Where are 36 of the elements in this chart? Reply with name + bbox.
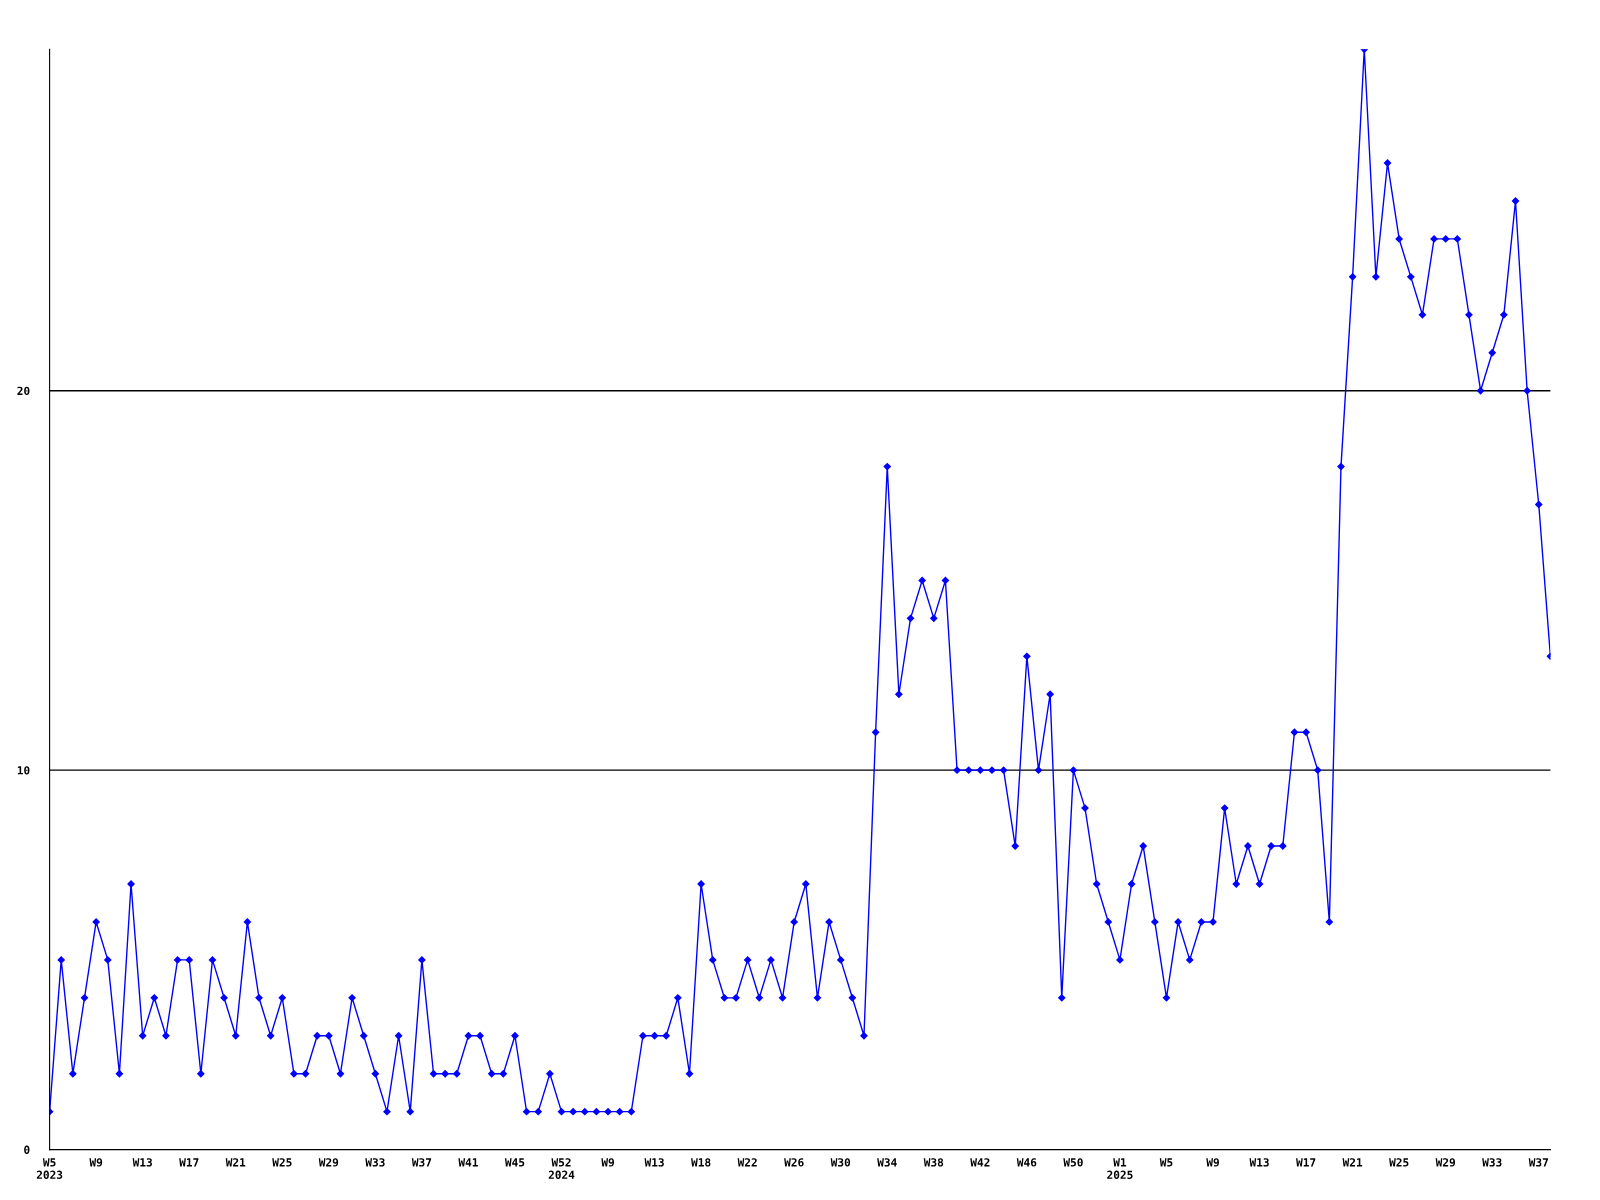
x-tick-label: W46 xyxy=(1016,1158,1037,1167)
y-tick-label: 0 xyxy=(24,1145,30,1154)
x-tick-label: W13 xyxy=(132,1158,152,1167)
x-tick-label: W26 xyxy=(784,1158,804,1167)
x-tick-label: W22 xyxy=(737,1158,757,1167)
x-tick-label: W52 2024 xyxy=(548,1158,575,1179)
x-tick-label: W33 xyxy=(1482,1158,1502,1167)
x-tick-label: W45 xyxy=(504,1158,525,1167)
x-tick-label: W13 xyxy=(644,1158,664,1167)
x-tick-label: W38 xyxy=(923,1158,944,1167)
x-tick-label: W42 xyxy=(970,1158,990,1167)
x-tick-label: W33 xyxy=(365,1158,385,1167)
x-tick-label: W34 xyxy=(877,1158,897,1167)
x-tick-label: W29 xyxy=(1435,1158,1456,1167)
x-tick-label: W37 xyxy=(1528,1158,1548,1167)
x-tick-label: W1 2025 xyxy=(1107,1158,1133,1179)
x-tick-label: W41 xyxy=(458,1158,478,1167)
x-tick-label: W13 xyxy=(1249,1158,1269,1167)
y-tick-label: 10 xyxy=(17,766,30,775)
x-tick-label: W29 xyxy=(318,1158,339,1167)
x-tick-label: W37 xyxy=(411,1158,432,1167)
x-tick-label: W9 xyxy=(89,1158,103,1167)
y-tick-label: 20 xyxy=(17,386,30,396)
x-tick-label: W5 xyxy=(1159,1158,1173,1167)
x-tick-label: W21 xyxy=(225,1158,246,1167)
x-tick-label: W17 xyxy=(179,1158,199,1167)
x-tick-label: W50 xyxy=(1063,1158,1083,1167)
x-tick-label: W25 xyxy=(272,1158,292,1167)
x-tick-label: W9 xyxy=(1206,1158,1219,1167)
x-tick-label: W21 xyxy=(1342,1158,1363,1167)
x-tick-label: W5 2023 xyxy=(36,1158,63,1179)
x-tick-label: W18 xyxy=(691,1158,711,1167)
x-tick-label: W25 xyxy=(1389,1158,1409,1167)
x-tick-label: W9 xyxy=(601,1158,615,1167)
x-tick-label: W30 xyxy=(830,1158,851,1167)
x-tick-label: W17 xyxy=(1296,1158,1316,1167)
